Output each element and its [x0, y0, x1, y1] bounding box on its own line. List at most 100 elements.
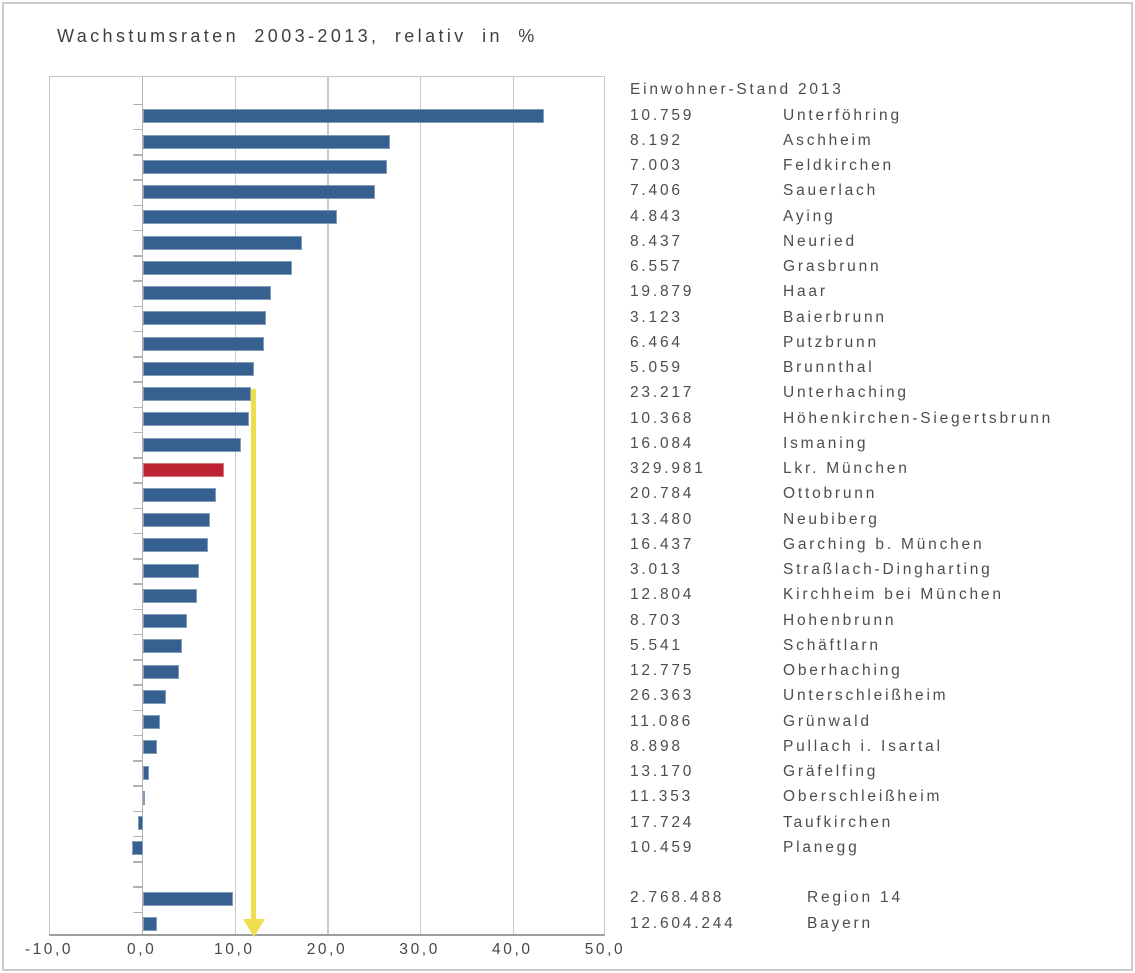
- bar-sauerlach: [142, 185, 376, 200]
- annotation-arrow-line: [251, 389, 257, 919]
- category-tick-mark: [132, 633, 142, 636]
- population-value: 7.406: [630, 182, 683, 200]
- category-tick-mark: [132, 431, 142, 434]
- municipality-name: Aschheim: [783, 131, 874, 149]
- population-value: 26.363: [630, 687, 695, 705]
- municipality-name: Lkr. München: [783, 460, 910, 478]
- bar-garching-b-muenchen: [142, 538, 208, 553]
- category-tick-mark: [132, 810, 142, 813]
- x-axis-label: -10,0: [24, 941, 74, 958]
- x-axis-labels: -10,0 0,0 10,0 20,0 30,0 40,0 50,0: [0, 941, 1135, 963]
- population-value: 16.084: [630, 434, 695, 452]
- category-tick-mark: [132, 482, 142, 484]
- municipality-name: Neubiberg: [783, 510, 880, 528]
- bar-kirchheim-bei-muenchen: [142, 588, 198, 603]
- chart-title: Wachstumsraten 2003-2013, relativ in %: [57, 26, 538, 46]
- category-tick-mark: [132, 204, 142, 207]
- population-value: 10.459: [630, 838, 695, 856]
- population-value: 17.724: [630, 813, 695, 831]
- bar-neubiberg: [142, 513, 211, 528]
- municipality-name: Unterföhring: [783, 106, 902, 124]
- bar-ismaning: [142, 437, 241, 452]
- bar-unterfoehring: [142, 109, 544, 124]
- bar-hoehenkirchen-siegertsbrunn: [142, 412, 250, 427]
- municipality-name: Unterschleißheim: [783, 687, 949, 705]
- population-value: 20.784: [630, 485, 695, 503]
- municipality-name: Planegg: [783, 838, 860, 856]
- municipality-name: Neuried: [783, 232, 857, 250]
- population-value: 2.768.488: [630, 889, 725, 907]
- x-axis-label: 0,0: [126, 941, 157, 958]
- population-value: 8.898: [630, 737, 683, 755]
- municipality-name: Ismaning: [783, 434, 869, 452]
- x-axis-label: 10,0: [214, 941, 255, 958]
- municipality-name: Schäftlarn: [783, 636, 881, 654]
- gridline: [327, 77, 329, 934]
- population-value: 10.759: [630, 106, 695, 124]
- municipality-name: Ottobrunn: [783, 485, 878, 503]
- population-value: 10.368: [630, 409, 695, 427]
- bar-graefelfing: [142, 765, 150, 780]
- bar-feldkirchen: [142, 159, 388, 174]
- bar-putzbrunn: [142, 336, 265, 351]
- bar-schaeftlarn: [142, 639, 182, 654]
- municipality-name: Kirchheim bei München: [783, 586, 1004, 604]
- category-tick-mark: [132, 330, 142, 333]
- category-tick-mark: [132, 861, 142, 863]
- population-value: 329.981: [630, 460, 706, 478]
- population-value: 12.804: [630, 586, 695, 604]
- category-tick-mark: [132, 255, 142, 257]
- category-tick-mark: [132, 785, 142, 787]
- bar-strasslach-dingharting: [142, 563, 200, 578]
- x-axis-label: 40,0: [492, 941, 533, 958]
- gridline: [234, 77, 237, 934]
- municipality-name: Aying: [783, 207, 836, 225]
- gridline: [419, 77, 422, 934]
- bar-baierbrunn: [142, 311, 266, 326]
- aggregate-name: Region 14: [807, 889, 903, 907]
- population-value: 16.437: [630, 535, 695, 553]
- category-tick-mark: [132, 835, 142, 838]
- municipality-name: Straßlach-Dingharting: [783, 561, 993, 579]
- municipality-name: Hohenbrunn: [783, 611, 897, 629]
- category-tick-mark: [132, 886, 142, 888]
- category-tick-mark: [132, 558, 142, 560]
- category-tick-mark: [132, 659, 142, 661]
- population-value: 8.703: [630, 611, 683, 629]
- category-tick-mark: [132, 684, 142, 686]
- municipality-name: Grünwald: [783, 712, 872, 730]
- municipality-name: Höhenkirchen-Siegertsbrunn: [783, 409, 1054, 427]
- plot-area: [49, 76, 605, 937]
- x-axis-label: 30,0: [399, 941, 440, 958]
- municipality-name: Taufkirchen: [783, 813, 894, 831]
- bar-planegg: [132, 841, 143, 856]
- annotation-arrow-head: [242, 919, 265, 937]
- population-value: 8.192: [630, 131, 683, 149]
- municipality-name: Brunnthal: [783, 359, 875, 377]
- municipality-name: Oberhaching: [783, 662, 903, 680]
- population-value: 8.437: [630, 232, 683, 250]
- bar-unterschleissheim: [142, 689, 166, 704]
- bar-ottobrunn: [142, 487, 216, 502]
- category-tick-mark: [132, 760, 142, 762]
- x-axis-label: 50,0: [584, 941, 626, 958]
- bar-hohenbrunn: [142, 614, 188, 629]
- bar-oberhaching: [142, 664, 179, 679]
- bar-unterhaching: [142, 387, 252, 402]
- bar-neuried: [142, 235, 303, 250]
- category-tick-mark: [132, 128, 142, 131]
- municipality-name: Garching b. München: [783, 535, 985, 553]
- bar-aying: [142, 210, 338, 225]
- bar-brunnthal: [142, 361, 254, 376]
- aggregate-name: Bayern: [807, 914, 873, 932]
- category-tick-mark: [132, 381, 142, 383]
- category-tick-mark: [132, 532, 142, 535]
- municipality-name: Unterhaching: [783, 384, 909, 402]
- population-value: 11.353: [630, 788, 694, 806]
- category-tick-mark: [132, 103, 142, 106]
- category-tick-mark: [132, 356, 142, 358]
- bar-pullach-i-isartal: [142, 740, 158, 755]
- category-tick-mark: [132, 305, 142, 308]
- category-tick-mark: [132, 229, 142, 232]
